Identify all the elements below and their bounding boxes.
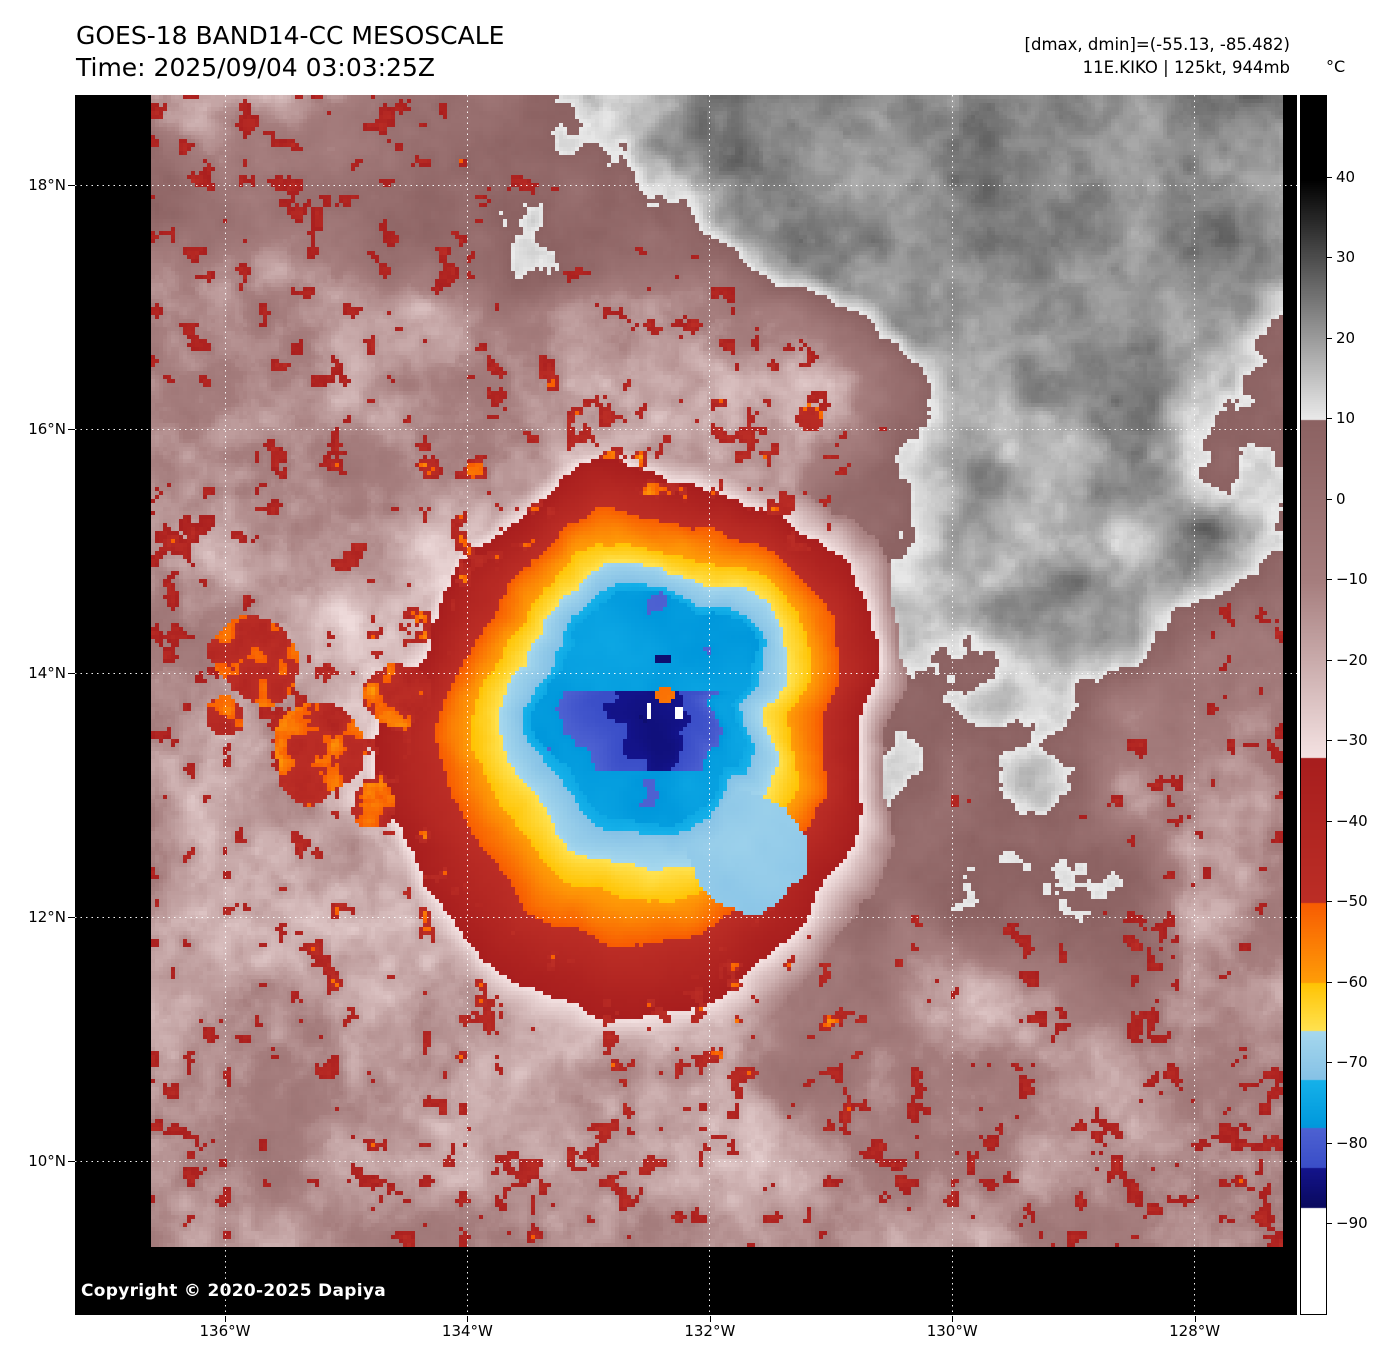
colorbar-canvas	[1301, 96, 1326, 1314]
gridline-horizontal	[75, 916, 1297, 918]
copyright-label: Copyright © 2020-2025 Dapiya	[81, 1281, 386, 1301]
lon-tick	[952, 1316, 954, 1322]
lon-tick-label: 130°W	[926, 1322, 978, 1340]
colorbar-tick	[1327, 740, 1332, 742]
colorbar-unit-label: °C	[1326, 57, 1346, 76]
colorbar-tick-label: −40	[1336, 811, 1368, 830]
colorbar-tick	[1327, 498, 1332, 500]
lon-tick-label: 132°W	[684, 1322, 736, 1340]
lat-tick	[68, 917, 75, 918]
gridline-vertical	[709, 95, 711, 1315]
lat-tick-label: 12°N	[28, 908, 66, 926]
lon-tick	[1194, 1316, 1196, 1322]
lat-tick	[68, 673, 75, 674]
colorbar-tick	[1327, 820, 1332, 822]
gridline-horizontal	[75, 1160, 1297, 1162]
lat-tick	[68, 185, 75, 186]
colorbar-tick	[1327, 1142, 1332, 1144]
colorbar-tick	[1327, 1062, 1332, 1064]
gridline-vertical	[951, 95, 953, 1315]
colorbar-tick	[1327, 177, 1332, 178]
lat-tick-label: 18°N	[28, 176, 66, 194]
gridline-vertical	[466, 95, 468, 1315]
dmax-dmin-label: [dmax, dmin]=(-55.13, -85.482)	[1024, 35, 1290, 54]
colorbar-tick-label: −90	[1336, 1213, 1368, 1232]
colorbar-tick	[1327, 257, 1332, 259]
colorbar-tick	[1327, 659, 1332, 661]
colorbar-tick-label: 10	[1336, 409, 1356, 428]
colorbar-tick-label: −20	[1336, 650, 1368, 669]
figure-timestamp: Time: 2025/09/04 03:03:25Z	[76, 53, 435, 82]
storm-info-label: 11E.KIKO | 125kt, 944mb	[1082, 58, 1290, 77]
gridline-horizontal	[75, 672, 1297, 674]
colorbar-tick	[1327, 337, 1332, 339]
lat-tick-label: 16°N	[28, 420, 66, 438]
colorbar-tick-label: −80	[1336, 1133, 1368, 1152]
gridline-vertical	[1194, 95, 1196, 1315]
lon-tick	[709, 1316, 711, 1322]
colorbar-tick-label: 20	[1336, 328, 1356, 347]
colorbar-tick-label: 0	[1336, 489, 1346, 508]
colorbar-tick-label: −70	[1336, 1053, 1368, 1072]
figure-title: GOES-18 BAND14-CC MESOSCALE	[76, 21, 505, 50]
colorbar-tick-label: 30	[1336, 248, 1356, 267]
lon-tick-label: 136°W	[199, 1322, 251, 1340]
lon-tick-label: 134°W	[441, 1322, 493, 1340]
map-area: Copyright © 2020-2025 Dapiya	[75, 95, 1297, 1315]
lat-tick-label: 10°N	[28, 1152, 66, 1170]
lon-tick-label: 128°W	[1169, 1322, 1221, 1340]
lat-tick	[68, 429, 75, 430]
colorbar-tick	[1327, 579, 1332, 581]
colorbar-tick	[1327, 901, 1332, 903]
colorbar-tick	[1327, 1222, 1332, 1224]
colorbar	[1300, 95, 1327, 1315]
colorbar-tick-label: 40	[1336, 168, 1356, 186]
lon-tick	[225, 1316, 226, 1322]
graticule	[75, 95, 1297, 1315]
lat-tick-label: 14°N	[28, 664, 66, 682]
colorbar-tick-label: −50	[1336, 892, 1368, 911]
colorbar-tick-label: −10	[1336, 570, 1368, 589]
colorbar-tick-label: −60	[1336, 972, 1368, 991]
gridline-horizontal	[75, 428, 1297, 430]
figure-annotations: [dmax, dmin]=(-55.13, -85.482) 11E.KIKO …	[1025, 33, 1290, 79]
colorbar-tick-label: −30	[1336, 731, 1368, 750]
lon-tick	[467, 1316, 469, 1322]
gridline-vertical	[224, 95, 226, 1315]
satellite-image-canvas	[75, 95, 1297, 1315]
lat-tick	[68, 1161, 75, 1162]
colorbar-tick	[1327, 418, 1332, 420]
gridline-horizontal	[75, 184, 1297, 186]
colorbar-tick	[1327, 981, 1332, 983]
